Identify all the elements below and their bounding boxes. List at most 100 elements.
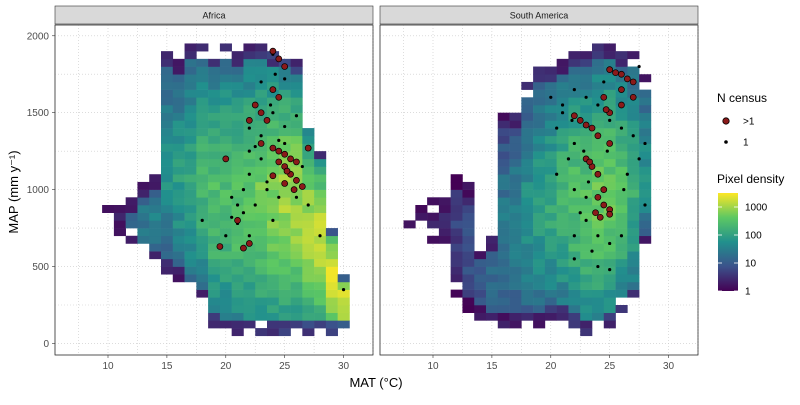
density-cell: [415, 212, 428, 221]
density-cell: [615, 97, 628, 106]
density-cell: [290, 166, 303, 175]
density-cell: [314, 197, 327, 206]
density-cell: [497, 281, 510, 290]
density-cell: [184, 51, 197, 60]
density-cell: [290, 258, 303, 267]
density-cell: [231, 197, 244, 206]
density-cell: [208, 181, 221, 190]
density-cell: [509, 228, 522, 237]
density-cell: [603, 97, 616, 106]
density-cell: [627, 274, 640, 283]
density-cell: [568, 89, 581, 98]
density-cell: [231, 66, 244, 75]
density-cell: [302, 289, 315, 298]
density-cell: [486, 289, 499, 298]
density-cell: [325, 320, 338, 329]
density-cell: [497, 312, 510, 321]
density-cell: [243, 89, 256, 98]
density-cell: [255, 166, 268, 175]
density-cell: [278, 89, 291, 98]
census-point-single: [318, 234, 322, 238]
density-cell: [568, 228, 581, 237]
census-point-single: [259, 157, 263, 161]
density-cell: [544, 112, 557, 121]
census-point-multi: [600, 186, 608, 193]
density-cell: [462, 274, 475, 283]
density-cell: [267, 328, 280, 337]
density-cell: [497, 197, 510, 206]
density-cell: [592, 97, 605, 106]
density-cell: [521, 197, 534, 206]
density-cell: [196, 289, 209, 298]
density-cell: [161, 197, 174, 206]
density-cell: [255, 289, 268, 298]
density-cell: [267, 181, 280, 190]
density-cell: [627, 158, 640, 167]
density-cell: [302, 228, 315, 237]
density-cell: [544, 151, 557, 160]
density-cell: [568, 74, 581, 83]
density-cell: [533, 89, 546, 98]
density-cell: [314, 220, 327, 229]
density-cell: [325, 235, 338, 244]
density-cell: [556, 266, 569, 275]
density-cell: [219, 189, 232, 198]
density-cell: [314, 205, 327, 213]
density-cell: [243, 266, 256, 275]
density-cell: [521, 266, 534, 275]
density-cell: [544, 174, 557, 183]
density-cell: [533, 289, 546, 298]
density-cell: [314, 243, 327, 252]
density-cell: [243, 312, 256, 321]
density-cell: [137, 197, 150, 206]
census-point-single: [268, 103, 273, 107]
density-cell: [509, 181, 522, 190]
density-cell: [267, 89, 280, 98]
density-cell: [521, 243, 534, 252]
density-cell: [302, 251, 315, 260]
density-cell: [615, 181, 628, 190]
density-cell: [208, 235, 221, 244]
density-cell: [243, 289, 256, 298]
density-cell: [290, 181, 303, 190]
density-cell: [184, 97, 197, 106]
strip-south-america: [379, 5, 699, 25]
density-cell: [184, 81, 197, 90]
density-cell: [627, 197, 640, 206]
density-cell: [521, 220, 534, 229]
density-cell: [592, 305, 605, 313]
density-cell: [314, 174, 327, 183]
density-cell: [533, 151, 546, 160]
density-cell: [556, 243, 569, 252]
density-cell: [231, 266, 244, 275]
density-cell: [231, 320, 244, 329]
density-cell: [533, 128, 546, 137]
density-cell: [462, 212, 475, 221]
density-cell: [580, 220, 593, 229]
density-cell: [486, 281, 499, 290]
density-cell: [462, 251, 475, 260]
density-cell: [184, 112, 197, 121]
density-cell: [172, 120, 185, 129]
density-cell: [639, 135, 652, 144]
density-cell: [580, 66, 593, 75]
density-cell: [544, 135, 557, 144]
density-cell: [474, 258, 487, 267]
density-cell: [161, 74, 174, 83]
census-point-multi: [618, 70, 625, 78]
density-cell: [615, 243, 628, 252]
density-cell: [161, 220, 174, 229]
density-cell: [627, 174, 640, 183]
density-cell: [219, 74, 232, 83]
census-point-multi: [283, 167, 291, 175]
density-cell: [196, 174, 209, 183]
density-cell: [172, 74, 185, 83]
density-cell: [462, 197, 475, 206]
density-cell: [208, 158, 221, 167]
density-cell: [497, 289, 510, 298]
census-point-single: [572, 188, 576, 192]
density-cell: [580, 266, 593, 275]
density-cell: [627, 266, 640, 275]
density-cell: [568, 212, 581, 221]
density-cell: [219, 251, 232, 260]
